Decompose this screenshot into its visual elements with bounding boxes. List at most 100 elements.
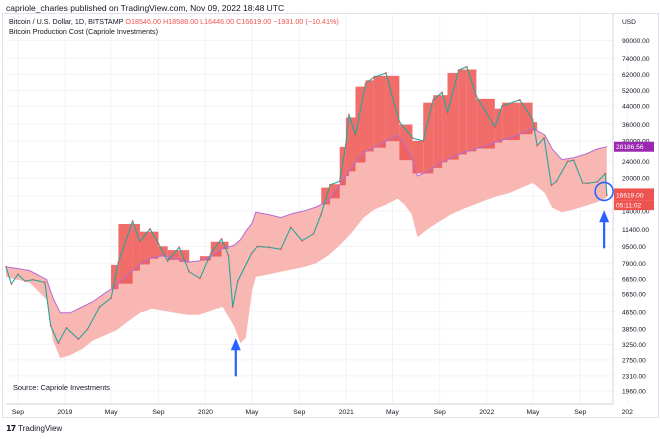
y-tick-label: 24000.00	[622, 159, 650, 166]
production-cost-line	[5, 127, 607, 314]
above-cost-zone	[412, 140, 424, 174]
annotation-markers	[230, 181, 614, 377]
y-tick-label: 2310.00	[622, 373, 646, 380]
price-point	[65, 327, 68, 329]
above-cost-zone	[476, 98, 495, 149]
price-label-bg	[614, 141, 654, 152]
price-point	[518, 98, 521, 101]
series-lines	[5, 65, 608, 345]
above-cost-zone	[494, 108, 503, 143]
price-label-bg	[614, 190, 654, 201]
price-point	[131, 220, 134, 223]
price-point	[441, 91, 444, 94]
price-point	[227, 254, 230, 257]
y-tick-label: 62000.00	[622, 72, 650, 79]
time-axis[interactable]: Sep 2019 May Sep 2020 May Sep 2021 May Sep 2022 May…	[12, 409, 633, 416]
tradingview-logo[interactable]: 17 TradingView	[6, 424, 62, 433]
source-annotation: Source: Capriole Investments	[13, 383, 110, 392]
price-point	[301, 239, 303, 242]
price-point	[188, 270, 191, 273]
price-point	[411, 137, 414, 139]
price-point	[446, 111, 449, 114]
above-cost-zone	[210, 241, 222, 257]
above-cost-zone	[221, 241, 229, 250]
x-tick-label: 2020	[198, 409, 213, 416]
x-tick-label: May	[246, 409, 259, 416]
price-point	[250, 252, 253, 255]
x-tick-label: May	[105, 409, 118, 416]
price-point	[555, 180, 558, 183]
x-tick-label: 2021	[339, 409, 354, 416]
price-point	[605, 194, 608, 197]
price-point	[209, 252, 212, 255]
above-cost-zone	[442, 95, 448, 163]
highlight-circle-icon	[594, 181, 614, 202]
price-point	[32, 278, 34, 281]
y-tick-label: 3850.00	[622, 327, 646, 334]
price-point	[596, 180, 599, 183]
chart-frame	[2, 13, 659, 418]
above-cost-zone	[132, 224, 140, 271]
price-point	[572, 159, 575, 162]
price-point	[329, 183, 331, 186]
above-cost-zone	[373, 75, 386, 148]
up-arrow-icon	[230, 338, 241, 351]
y-tick-label: 6650.00	[622, 277, 646, 284]
price-point	[289, 226, 292, 229]
tradingview-name: TradingView	[18, 424, 63, 433]
ohlc-values: O18546.00 H18588.00 L16446.00 C16619.00 …	[125, 17, 339, 26]
above-cost-zone	[385, 75, 400, 142]
x-tick-label: May	[386, 409, 399, 416]
price-point	[432, 98, 435, 101]
price-point	[566, 160, 569, 163]
production-cost-fill	[6, 128, 607, 359]
price-point	[110, 297, 112, 300]
x-tick-label: May	[527, 409, 540, 416]
price-point	[268, 246, 271, 249]
above-cost-zone	[423, 102, 434, 174]
symbol-title[interactable]: Bitcoin / U.S. Dollar, 1D, BITSTAMP	[9, 17, 124, 26]
price-point	[43, 281, 46, 284]
y-tick-label: 2750.00	[622, 357, 646, 364]
above-cost-zone	[532, 122, 538, 131]
price-point	[149, 227, 151, 230]
price-point	[17, 273, 19, 276]
above-cost-zone	[519, 102, 533, 135]
above-cost-zone	[502, 102, 520, 141]
price-point	[501, 105, 504, 107]
chart-legend: Bitcoin / U.S. Dollar, 1D, BITSTAMP O185…	[9, 17, 339, 37]
y-tick-label: 1960.00	[622, 388, 646, 395]
price-point	[312, 232, 315, 235]
y-tick-label: 9500.00	[622, 244, 646, 251]
price-point	[98, 306, 101, 308]
above-cost-zone	[466, 69, 477, 152]
price-point	[157, 242, 160, 245]
price-point	[531, 118, 534, 121]
price-point	[422, 140, 425, 142]
x-tick-label: Sep	[12, 409, 24, 416]
indicator-title[interactable]: Bitcoin Production Cost (Capriole Invest…	[9, 27, 159, 36]
y-tick-label: 44000.00	[622, 103, 650, 110]
price-point	[604, 172, 607, 175]
price-point	[57, 342, 60, 345]
x-tick-label: 202	[622, 409, 634, 416]
price-point	[166, 260, 169, 262]
y-tick-label: 14000.00	[622, 208, 650, 215]
currency-label: USD	[622, 19, 636, 26]
above-cost-zone	[447, 72, 459, 160]
price-point	[24, 280, 27, 283]
footer-bar	[0, 420, 660, 439]
price-point	[385, 72, 387, 74]
price-point	[536, 144, 539, 147]
above-cost-zone	[345, 117, 349, 177]
above-cost-zone	[149, 231, 159, 259]
x-tick-label: Sep	[574, 409, 586, 416]
price-point	[364, 82, 367, 85]
price-point	[398, 120, 401, 123]
price-point	[338, 180, 341, 183]
x-tick-label: Sep	[152, 409, 164, 416]
price-label: 05:11:02	[616, 203, 642, 210]
price-point	[86, 328, 89, 331]
y-tick-label: 20000.00	[622, 176, 650, 183]
